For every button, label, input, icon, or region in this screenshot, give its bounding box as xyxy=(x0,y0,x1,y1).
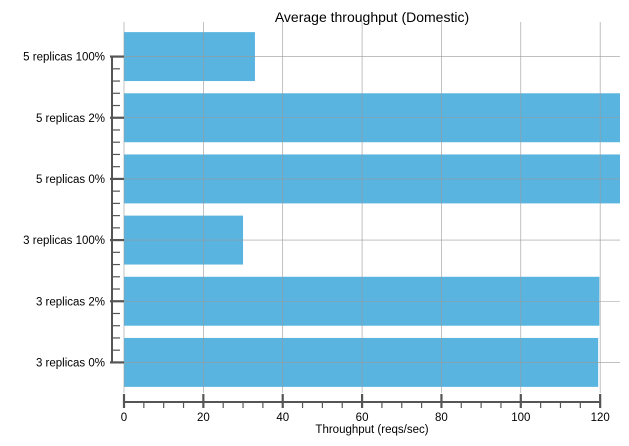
y-tick-label-3: 5 replicas 0% xyxy=(36,174,105,186)
axes: 0 20 40 60 80 100 120 3 replicas 0% 3 replicas 2… xyxy=(23,52,610,424)
y-tick-label-5: 5 replicas 100% xyxy=(23,52,105,64)
x-axis-label: Throughput (reqs/sec) xyxy=(315,424,428,436)
x-tick-label-3: 60 xyxy=(356,412,369,424)
x-tick-label-5: 100 xyxy=(511,412,530,424)
x-tick-label-4: 80 xyxy=(435,412,448,424)
y-tick-label-0: 3 replicas 0% xyxy=(36,357,105,369)
y-tick-label-2: 3 replicas 100% xyxy=(23,235,105,247)
y-tick-label-4: 5 replicas 2% xyxy=(36,113,105,125)
chart-title: Average throughput (Domestic) xyxy=(275,9,469,25)
x-tick-label-0: 0 xyxy=(121,412,127,424)
y-tick-label-1: 3 replicas 2% xyxy=(36,296,105,308)
x-tick-label-6: 120 xyxy=(591,412,610,424)
x-tick-label-1: 20 xyxy=(197,412,210,424)
bars xyxy=(120,22,620,393)
x-tick-label-2: 40 xyxy=(276,412,289,424)
